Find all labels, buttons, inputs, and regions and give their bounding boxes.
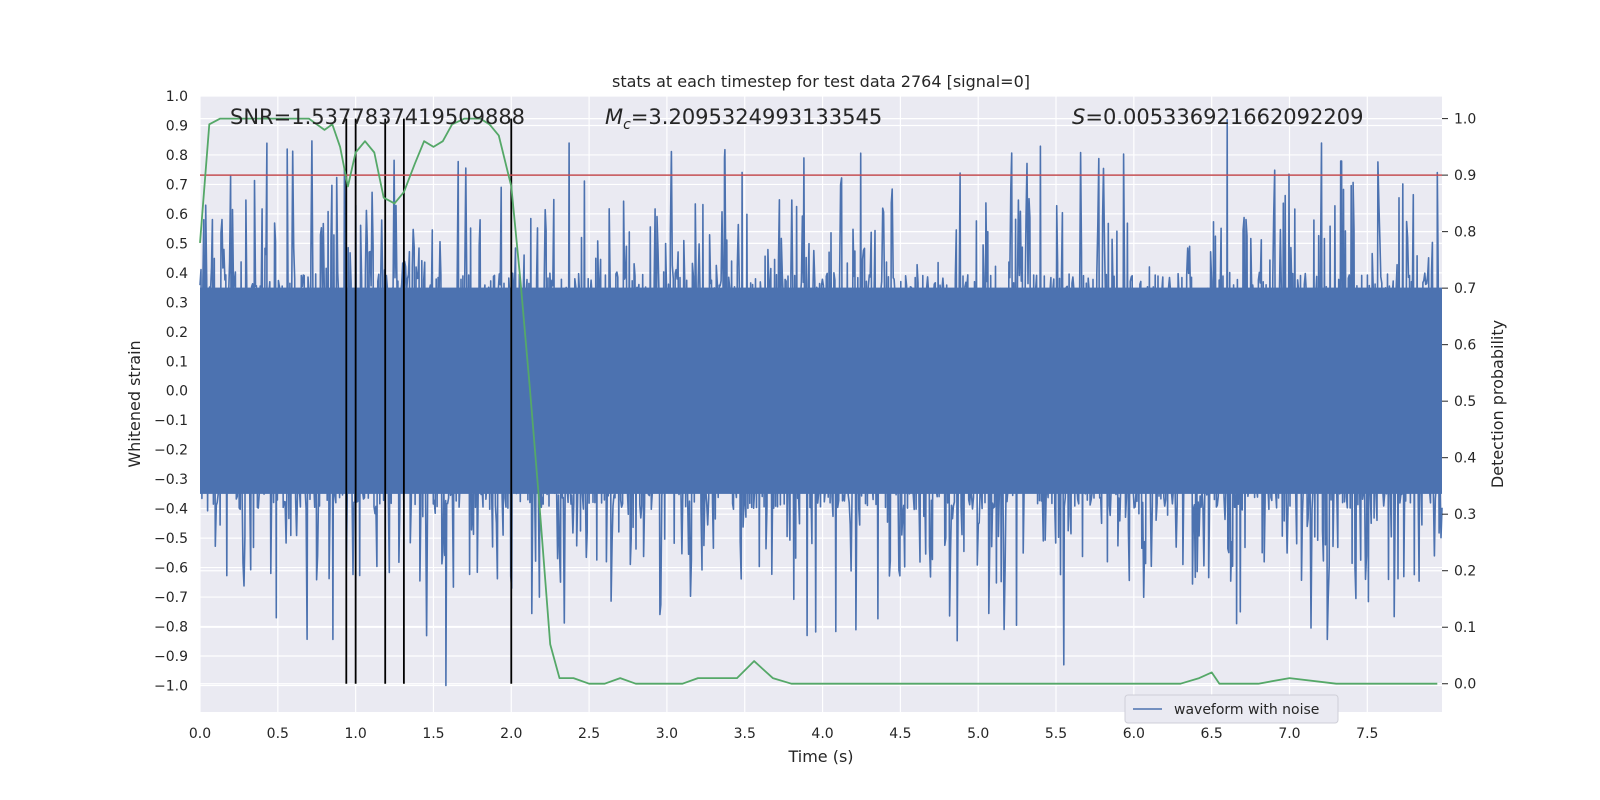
chirp-mass-subscript: c: [623, 117, 631, 133]
chart-title: stats at each timestep for test data 276…: [612, 72, 1030, 91]
s-annotation: S=0.005336921662092209: [1072, 105, 1363, 129]
y2-tick-label: 0.5: [1454, 394, 1476, 410]
chirp-mass-symbol: M: [605, 105, 623, 129]
x-tick-label: 4.5: [889, 726, 911, 742]
y-tick-label: 0.9: [166, 118, 188, 134]
y-tick-label: −0.4: [154, 502, 188, 518]
y-tick-label: 0.2: [166, 325, 188, 341]
x-tick-label: 3.0: [656, 726, 678, 742]
x-tick-label: 5.5: [1045, 726, 1067, 742]
x-tick-label: 7.0: [1278, 726, 1300, 742]
y-tick-label: 0.8: [166, 148, 188, 164]
y-tick-label: −0.9: [154, 649, 188, 665]
legend-box: [1124, 694, 1339, 724]
chirp-mass-annotation: Mc=3.2095324993133545: [605, 105, 882, 133]
y2-tick-label: 0.0: [1454, 677, 1476, 693]
x-axis-title: Time (s): [787, 747, 853, 766]
legend: waveform with noise: [1124, 694, 1339, 724]
y2-tick-label: 0.2: [1454, 564, 1476, 580]
y2-tick-label: 0.3: [1454, 507, 1476, 523]
y2-tick-label: 0.7: [1454, 281, 1476, 297]
y2-tick-label: 0.6: [1454, 338, 1476, 354]
chirp-mass-value: =3.2095324993133545: [631, 105, 882, 129]
x-tick-label: 2.5: [578, 726, 600, 742]
x-tick-label: 6.0: [1123, 726, 1145, 742]
x-tick-label: 4.0: [811, 726, 833, 742]
x-tick-label: 0.5: [267, 726, 289, 742]
x-tick-label: 3.5: [734, 726, 756, 742]
probability-series: [199, 117, 1438, 685]
y-tick-label: −0.2: [154, 443, 188, 459]
x-tick-label: 2.0: [500, 726, 522, 742]
x-tick-label: 1.5: [422, 726, 444, 742]
y2-tick-label: 1.0: [1454, 112, 1476, 128]
y-tick-label: 0.4: [166, 266, 188, 282]
y-tick-label: 1.0: [166, 89, 188, 105]
y-tick-label: 0.3: [166, 295, 188, 311]
y-tick-label: 0.6: [166, 207, 188, 223]
y-tick-label: −0.7: [154, 590, 188, 606]
waveform-dense-band: [200, 287, 1442, 494]
y2-tick-label: 0.1: [1454, 620, 1476, 636]
s-symbol: S: [1072, 105, 1085, 129]
y-tick-label: 0.1: [166, 354, 188, 370]
y-tick-label: −0.1: [154, 413, 188, 429]
y-tick-label: 0.5: [166, 236, 188, 252]
y2-tick-label: 0.8: [1454, 225, 1476, 241]
s-value: =0.005336921662092209: [1085, 105, 1363, 129]
y-axis-title: Whitened strain: [125, 340, 144, 467]
detection-probability-line: [199, 117, 1438, 685]
x-tick-label: 5.0: [967, 726, 989, 742]
y-tick-label: −1.0: [154, 678, 188, 694]
event-markers: [345, 118, 513, 684]
x-tick-label: 0.0: [189, 726, 211, 742]
x-tick-label: 7.5: [1356, 726, 1378, 742]
y-tick-label: 0.0: [166, 384, 188, 400]
y2-tick-label: 0.9: [1454, 168, 1476, 184]
y-tick-label: −0.6: [154, 561, 188, 577]
x-tick-label: 1.0: [345, 726, 367, 742]
legend-label: waveform with noise: [1174, 702, 1319, 718]
x-tick-label: 6.5: [1201, 726, 1223, 742]
y2-axis-title: Detection probability: [1488, 320, 1507, 488]
y-tick-label: −0.5: [154, 531, 188, 547]
axes: 0.0 0.5 1.0 1.5 2.0 2.5 3.0 3.5 4.0 4.5 5.0 5.5 6.0 6…: [154, 89, 1476, 742]
snr-annotation: SNR=1.5377837419509888: [230, 105, 525, 129]
waveform-series: [199, 118, 1443, 687]
y2-tick-label: 0.4: [1454, 451, 1476, 467]
y-tick-label: −0.3: [154, 472, 188, 488]
y-tick-label: 0.7: [166, 177, 188, 193]
y-tick-label: −0.8: [154, 620, 188, 636]
